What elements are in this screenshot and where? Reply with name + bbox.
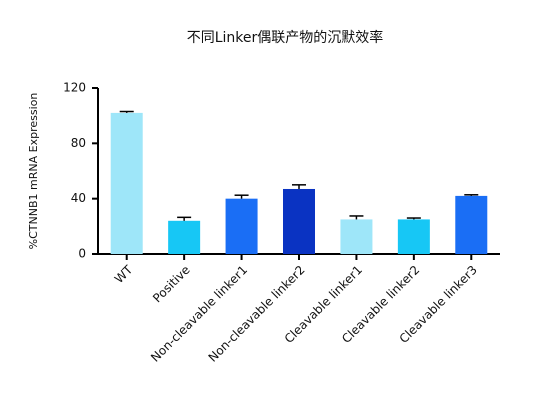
x-tick-label: Non-cleavable linker1: [148, 263, 250, 365]
x-tick-label: WT: [112, 262, 136, 286]
chart-title: 不同Linker偶联产物的沉默效率: [187, 29, 384, 46]
y-axis-label: %CTNNB1 mRNA Expression: [27, 93, 40, 250]
x-tick-label: Non-cleavable linker2: [206, 263, 308, 365]
bar: [283, 188, 315, 254]
bar: [455, 195, 488, 254]
bar: [340, 219, 373, 254]
bar: [397, 219, 430, 254]
x-tick-label: Positive: [150, 263, 193, 306]
bar: [225, 198, 258, 254]
y-tick-label: 0: [78, 247, 86, 261]
y-tick-label: 80: [71, 136, 86, 150]
bar: [110, 112, 143, 255]
y-tick-label: 120: [63, 81, 86, 95]
y-tick-label: 40: [71, 191, 86, 205]
bar: [168, 220, 201, 254]
